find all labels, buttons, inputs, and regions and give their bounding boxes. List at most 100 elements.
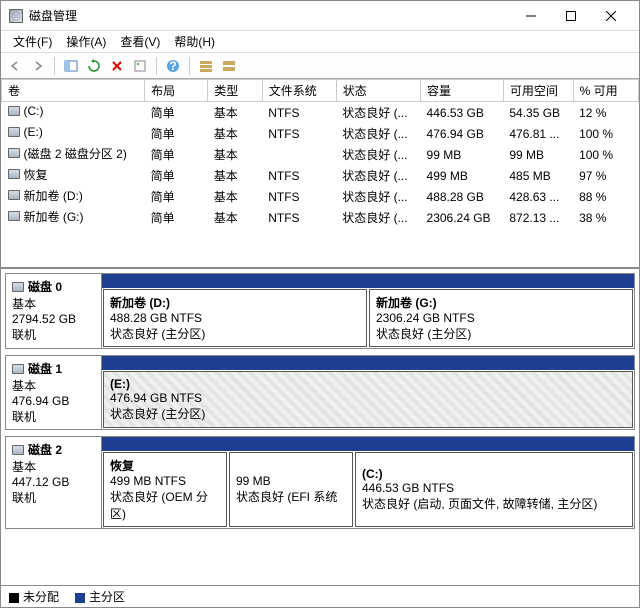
table-row[interactable]: 恢复简单基本NTFS状态良好 (...499 MB485 MB97 % <box>2 165 639 186</box>
partition-status: 状态良好 (主分区) <box>110 325 360 342</box>
partition-size: 499 MB NTFS <box>110 474 220 488</box>
volume-icon <box>8 106 20 116</box>
partition[interactable]: 恢复499 MB NTFS状态良好 (OEM 分区) <box>103 452 227 527</box>
column-header-freespace[interactable]: 可用空间 <box>503 80 573 102</box>
disk-size: 447.12 GB <box>12 475 95 489</box>
menu-view[interactable]: 查看(V) <box>114 31 166 52</box>
disk-info[interactable]: 磁盘 2基本447.12 GB联机 <box>6 437 102 528</box>
window-title: 磁盘管理 <box>29 7 77 24</box>
partition-status: 状态良好 (OEM 分区) <box>110 488 220 522</box>
volumes-pane: 卷布局类型文件系统状态容量可用空间% 可用 (C:)简单基本NTFS状态良好 (… <box>1 79 639 269</box>
close-button[interactable] <box>591 1 631 31</box>
volumes-table: 卷布局类型文件系统状态容量可用空间% 可用 (C:)简单基本NTFS状态良好 (… <box>1 79 639 228</box>
table-row[interactable]: 新加卷 (G:)简单基本NTFS状态良好 (...2306.24 GB872.1… <box>2 207 639 228</box>
properties-button[interactable] <box>130 56 150 76</box>
column-header-type[interactable]: 类型 <box>208 80 262 102</box>
column-header-volume[interactable]: 卷 <box>2 80 145 102</box>
disk-type: 基本 <box>12 458 95 475</box>
disk-state: 联机 <box>12 408 95 425</box>
disk-state: 联机 <box>12 326 95 343</box>
volume-icon <box>8 190 20 200</box>
legend-unallocated: 未分配 <box>9 588 59 605</box>
disk-header-bar <box>102 356 634 370</box>
disk-type: 基本 <box>12 377 95 394</box>
partition-status: 状态良好 (EFI 系统 <box>236 488 346 505</box>
disk-info[interactable]: 磁盘 0基本2794.52 GB联机 <box>6 274 102 348</box>
disk-icon <box>12 445 24 455</box>
graphical-view-button[interactable] <box>219 56 239 76</box>
partition[interactable]: 99 MB状态良好 (EFI 系统 <box>229 452 353 527</box>
volume-name: 恢复 <box>2 165 145 183</box>
volume-name: 新加卷 (D:) <box>2 186 145 204</box>
table-row[interactable]: 新加卷 (D:)简单基本NTFS状态良好 (...488.28 GB428.63… <box>2 186 639 207</box>
column-header-pctfree[interactable]: % 可用 <box>573 80 638 102</box>
menu-help[interactable]: 帮助(H) <box>168 31 221 52</box>
back-button[interactable] <box>5 56 25 76</box>
disk-type: 基本 <box>12 295 95 312</box>
partition-label: 新加卷 (D:) <box>110 294 360 311</box>
legend-primary: 主分区 <box>75 588 125 605</box>
svg-text:?: ? <box>169 59 176 73</box>
help-button[interactable]: ? <box>163 56 183 76</box>
menu-file[interactable]: 文件(F) <box>7 31 58 52</box>
partition-label: (E:) <box>110 377 626 391</box>
app-icon <box>9 9 23 23</box>
partition-size: 99 MB <box>236 474 346 488</box>
partition[interactable]: (E:)476.94 GB NTFS状态良好 (主分区) <box>103 371 633 428</box>
partition-status: 状态良好 (主分区) <box>110 405 626 422</box>
partition-status: 状态良好 (启动, 页面文件, 故障转储, 主分区) <box>362 495 626 512</box>
disk: 磁盘 0基本2794.52 GB联机新加卷 (D:)488.28 GB NTFS… <box>5 273 635 349</box>
table-row[interactable]: (E:)简单基本NTFS状态良好 (...476.94 GB476.81 ...… <box>2 123 639 144</box>
disks-pane: 磁盘 0基本2794.52 GB联机新加卷 (D:)488.28 GB NTFS… <box>1 269 639 585</box>
disk-info[interactable]: 磁盘 1基本476.94 GB联机 <box>6 356 102 429</box>
disk-icon <box>12 364 24 374</box>
disk: 磁盘 2基本447.12 GB联机恢复499 MB NTFS状态良好 (OEM … <box>5 436 635 529</box>
disk-name: 磁盘 2 <box>28 441 62 458</box>
volume-name: (C:) <box>2 102 145 120</box>
volume-icon <box>8 148 20 158</box>
show-hide-button[interactable] <box>61 56 81 76</box>
volume-name: (磁盘 2 磁盘分区 2) <box>2 144 145 162</box>
toolbar: ? <box>1 53 639 79</box>
column-header-layout[interactable]: 布局 <box>145 80 208 102</box>
legend: 未分配 主分区 <box>1 585 639 607</box>
disk-size: 476.94 GB <box>12 394 95 408</box>
column-header-filesystem[interactable]: 文件系统 <box>262 80 336 102</box>
disk-state: 联机 <box>12 489 95 506</box>
volume-name: 新加卷 (G:) <box>2 207 145 225</box>
partition-size: 446.53 GB NTFS <box>362 481 626 495</box>
partition-label: 新加卷 (G:) <box>376 294 626 311</box>
table-row[interactable]: (C:)简单基本NTFS状态良好 (...446.53 GB54.35 GB12… <box>2 102 639 124</box>
partition-size: 2306.24 GB NTFS <box>376 311 626 325</box>
volume-icon <box>8 127 20 137</box>
list-view-button[interactable] <box>196 56 216 76</box>
disk-header-bar <box>102 437 634 451</box>
partition-status: 状态良好 (主分区) <box>376 325 626 342</box>
volume-icon <box>8 211 20 221</box>
partition[interactable]: 新加卷 (G:)2306.24 GB NTFS状态良好 (主分区) <box>369 289 633 347</box>
partition-label: 恢复 <box>110 457 220 474</box>
forward-button[interactable] <box>28 56 48 76</box>
partition-label: (C:) <box>362 467 626 481</box>
table-row[interactable]: (磁盘 2 磁盘分区 2)简单基本状态良好 (...99 MB99 MB100 … <box>2 144 639 165</box>
disk-name: 磁盘 1 <box>28 360 62 377</box>
column-header-status[interactable]: 状态 <box>336 80 420 102</box>
maximize-button[interactable] <box>551 1 591 31</box>
disk-name: 磁盘 0 <box>28 278 62 295</box>
titlebar: 磁盘管理 <box>1 1 639 31</box>
menubar: 文件(F) 操作(A) 查看(V) 帮助(H) <box>1 31 639 53</box>
partition-size: 488.28 GB NTFS <box>110 311 360 325</box>
disk: 磁盘 1基本476.94 GB联机(E:)476.94 GB NTFS状态良好 … <box>5 355 635 430</box>
menu-action[interactable]: 操作(A) <box>60 31 112 52</box>
disk-header-bar <box>102 274 634 288</box>
minimize-button[interactable] <box>511 1 551 31</box>
delete-button[interactable] <box>107 56 127 76</box>
column-header-capacity[interactable]: 容量 <box>421 80 504 102</box>
refresh-button[interactable] <box>84 56 104 76</box>
disk-size: 2794.52 GB <box>12 312 95 326</box>
partition[interactable]: (C:)446.53 GB NTFS状态良好 (启动, 页面文件, 故障转储, … <box>355 452 633 527</box>
partition[interactable]: 新加卷 (D:)488.28 GB NTFS状态良好 (主分区) <box>103 289 367 347</box>
partition-size: 476.94 GB NTFS <box>110 391 626 405</box>
disk-icon <box>12 282 24 292</box>
volume-name: (E:) <box>2 123 145 141</box>
